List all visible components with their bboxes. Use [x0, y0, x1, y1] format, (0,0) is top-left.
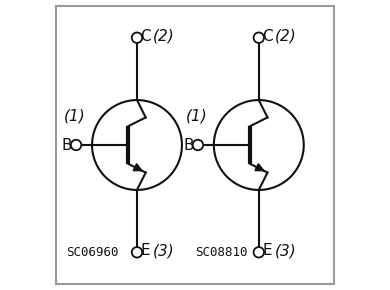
Text: (1): (1)	[64, 108, 85, 123]
Circle shape	[254, 32, 264, 43]
Text: C: C	[140, 29, 151, 44]
Text: SC08810: SC08810	[195, 246, 248, 259]
Text: (3): (3)	[153, 243, 175, 258]
Text: (1): (1)	[186, 108, 207, 123]
Text: E: E	[140, 243, 150, 258]
Text: C: C	[262, 29, 273, 44]
Text: (2): (2)	[275, 29, 296, 44]
Text: B: B	[183, 137, 193, 153]
Text: B: B	[61, 137, 72, 153]
Circle shape	[254, 247, 264, 258]
Text: (3): (3)	[275, 243, 296, 258]
Circle shape	[71, 140, 82, 150]
Circle shape	[132, 247, 142, 258]
Text: (2): (2)	[153, 29, 175, 44]
Text: E: E	[262, 243, 272, 258]
Circle shape	[132, 32, 142, 43]
Text: SC06960: SC06960	[66, 246, 119, 259]
Circle shape	[193, 140, 203, 150]
